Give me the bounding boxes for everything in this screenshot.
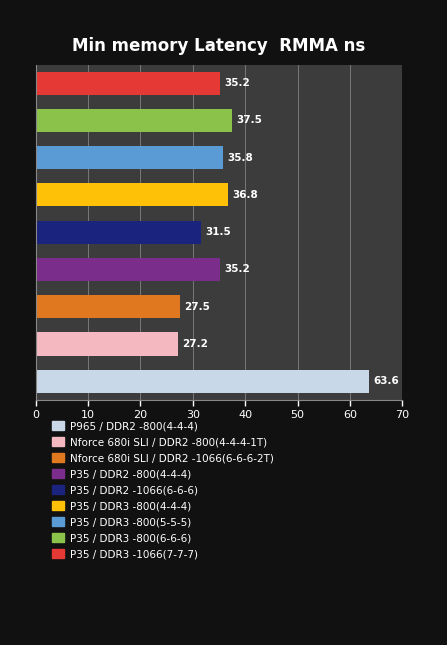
Bar — [36, 146, 223, 169]
Text: 63.6: 63.6 — [373, 376, 399, 386]
Bar — [36, 221, 201, 244]
Text: 36.8: 36.8 — [232, 190, 258, 200]
Text: 27.2: 27.2 — [182, 339, 208, 349]
Bar — [36, 258, 220, 281]
Bar — [36, 72, 220, 95]
Text: 35.2: 35.2 — [224, 264, 250, 275]
Bar — [36, 370, 369, 393]
Text: 37.5: 37.5 — [236, 115, 262, 125]
Text: 35.8: 35.8 — [228, 153, 253, 163]
Text: 27.5: 27.5 — [184, 302, 210, 312]
Title: Min memory Latency  RMMA ns: Min memory Latency RMMA ns — [72, 37, 366, 55]
Legend: P965 / DDR2 -800(4-4-4), Nforce 680i SLI / DDR2 -800(4-4-4-1T), Nforce 680i SLI : P965 / DDR2 -800(4-4-4), Nforce 680i SLI… — [49, 418, 277, 562]
Bar — [36, 109, 232, 132]
Bar — [36, 332, 178, 355]
Text: 35.2: 35.2 — [224, 78, 250, 88]
Bar — [36, 183, 228, 206]
Bar — [36, 295, 180, 318]
Text: 31.5: 31.5 — [205, 227, 231, 237]
